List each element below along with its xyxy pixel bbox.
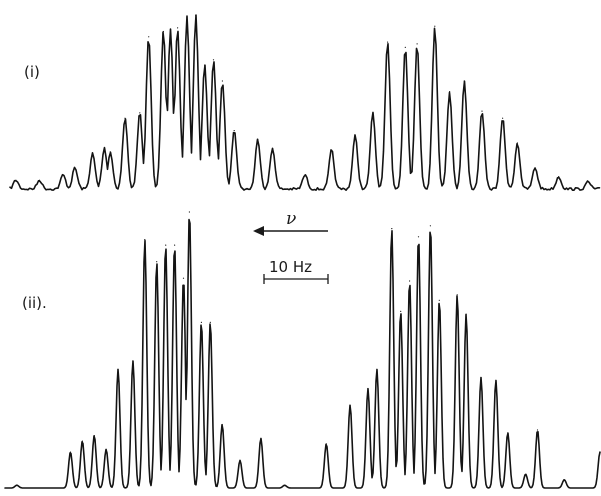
spectrum-peak: [221, 80, 223, 82]
spectrum-peak: [212, 59, 215, 61]
spectrum-peak: [416, 43, 418, 45]
spectrum-peak: [438, 299, 440, 301]
spectrum-peak: [103, 147, 105, 149]
spectrum-peak: [38, 179, 41, 181]
spectrum-peak: [177, 27, 179, 29]
spectrum-peak: [429, 225, 431, 227]
spectrum-peak: [156, 261, 158, 263]
frequency-symbol: ν: [286, 209, 296, 229]
spectrum-peak: [534, 167, 536, 169]
spectrum-peak: [417, 236, 420, 238]
spectrum-peak: [162, 30, 164, 33]
spectrum-peak: [260, 437, 262, 439]
spectrum-peak: [404, 46, 406, 49]
spectrum-peak: [81, 440, 83, 442]
spectrum-peak: [563, 479, 565, 481]
spectrum-peak: [456, 294, 458, 296]
spectrum-peak: [195, 14, 197, 17]
spectrum-peak: [69, 451, 72, 453]
spectrum-peak: [132, 360, 134, 362]
spectrum-peak: [400, 310, 402, 312]
spectrum-peak: [186, 16, 188, 18]
spectrum-peak: [463, 80, 465, 82]
spectrum-peak: [387, 41, 389, 43]
scale-bar: [263, 274, 329, 284]
spectrum-peak: [372, 112, 374, 114]
spectrum-peak: [105, 448, 107, 450]
spectrum-peak: [272, 147, 274, 149]
spectrum-peak: [182, 277, 185, 279]
spectrum-peak: [139, 112, 141, 114]
spectrum-peak: [109, 151, 111, 153]
spectrum-peak: [507, 432, 509, 434]
spectrum-peak: [165, 244, 167, 246]
spectrum-peak: [516, 142, 519, 144]
spectrum-peak: [354, 135, 356, 137]
spectrum-peak: [239, 459, 241, 461]
spectrum-peak: [62, 174, 64, 176]
spectrum-peaks-ii: [16, 211, 601, 486]
spectrum-peak: [536, 429, 539, 431]
spectrum-peak: [15, 179, 17, 181]
spectrum-peak: [221, 423, 223, 426]
spectrum-label-ii: (ii).: [22, 294, 47, 312]
spectrum-peak: [587, 181, 589, 183]
spectrum-peak: [465, 313, 467, 315]
spectrum-peaks-i: [15, 14, 589, 183]
spectrum-peak: [495, 379, 497, 381]
spectrum-peak: [349, 404, 351, 406]
spectrum-peak: [16, 484, 18, 486]
spectrum-peak: [480, 377, 482, 379]
spectrum-label-i: (i): [24, 63, 40, 81]
spectrum-peak: [124, 117, 126, 119]
frequency-arrow: [253, 226, 328, 236]
spectrum-peak: [148, 36, 150, 38]
spectrum-peak: [204, 64, 206, 66]
spectrum-peak: [449, 91, 451, 93]
spectrum-peak: [434, 25, 436, 27]
spectrum-peak: [331, 149, 333, 151]
spectrum-peak: [304, 174, 306, 176]
spectrum-peak: [558, 176, 560, 178]
spectrum-peak: [117, 368, 119, 370]
spectrum-peak: [209, 321, 211, 323]
spectrum-peak: [93, 435, 95, 437]
spectrum-peak: [200, 321, 202, 323]
spectrum-peak: [367, 388, 369, 390]
scale-bar-label: 10 Hz: [269, 258, 312, 276]
spectrum-peak: [74, 167, 76, 169]
spectrum-peak: [92, 153, 94, 155]
spectrum-peak: [188, 211, 190, 213]
spectrum-peak: [144, 239, 146, 241]
spectrum-peak: [376, 368, 378, 370]
spectrum-trace-ii: [4, 218, 601, 489]
spectrum-peak: [284, 484, 286, 486]
spectrum-peak: [409, 280, 411, 282]
spectrum-peak: [174, 244, 176, 246]
spectrum-peak: [325, 443, 327, 445]
spectrum-peak: [525, 473, 527, 475]
spectrum-peak: [233, 130, 235, 132]
spectrum-peak: [169, 29, 172, 31]
spectrum-peak: [391, 228, 393, 230]
spectrum-peak: [599, 451, 601, 453]
spectrum-peak: [481, 110, 483, 112]
spectrum-peak: [502, 117, 504, 119]
spectrum-peak: [257, 138, 259, 140]
spectrum-trace-i: [9, 14, 601, 191]
